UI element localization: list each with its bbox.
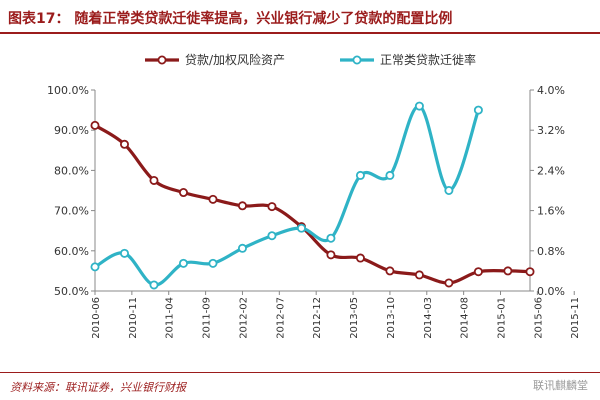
watermark: 联讯麒麟堂 <box>533 379 588 392</box>
source-bar: 资料来源：联讯证券，兴业银行财报 联讯麒麟堂 <box>0 372 600 400</box>
right-tick-label: 2.4% <box>537 164 565 177</box>
migration-rate-data-point <box>267 231 277 241</box>
x-tick-label: 2015-01 <box>497 297 508 339</box>
loan-ratio-data-point <box>385 266 395 276</box>
loan-ratio-data-point <box>178 188 188 198</box>
figure-title: 图表17： 随着正常类贷款迁徙率提高，兴业银行减少了贷款的配置比例 <box>8 11 453 27</box>
loan-ratio-data-point <box>119 139 129 149</box>
migration-rate-data-point <box>178 258 188 268</box>
left-tick-label: 70.0% <box>54 205 89 218</box>
source-note: 资料来源：联讯证券，兴业银行财报 <box>10 381 186 394</box>
right-tick-label: 0.0% <box>537 285 565 298</box>
migration-rate-legend-marker <box>352 55 362 65</box>
right-tick-label: 3.2% <box>537 124 565 137</box>
x-tick-label: 2014-03 <box>423 297 434 339</box>
migration-rate-data-point <box>385 170 395 180</box>
x-tick-label: 2013-10 <box>386 297 397 339</box>
loan-ratio-data-point <box>473 267 483 277</box>
loan-ratio-data-point <box>208 194 218 204</box>
x-tick-label: 2012-07 <box>275 297 286 339</box>
x-tick-label: 2010-11 <box>128 297 139 339</box>
loan-ratio-data-point <box>355 253 365 263</box>
left-tick-label: 50.0% <box>54 285 89 298</box>
loan-ratio-data-point <box>444 278 454 288</box>
right-tick-label: 0.8% <box>537 245 565 258</box>
left-tick-label: 100.0% <box>47 84 89 97</box>
chart-area: 100.0% 90.0% 80.0% 70.0% 60.0% 50.0% 4.0% 3.2% 2… <box>47 52 581 339</box>
migration-rate-series-line <box>94 104 480 287</box>
migration-rate-data-point <box>237 243 247 253</box>
x-tick-label: 2011-04 <box>165 297 176 339</box>
migration-rate-data-point <box>444 185 454 195</box>
loan-ratio-data-point <box>503 266 513 276</box>
loan-ratio-series-line <box>94 124 531 285</box>
migration-rate-data-point <box>149 280 159 290</box>
right-tick-label: 4.0% <box>537 84 565 97</box>
migration-rate-data-point <box>208 258 218 268</box>
migration-rate-data-point <box>296 223 306 233</box>
x-tick-label: 2015-06 <box>533 297 544 339</box>
migration-rate-data-point <box>119 248 129 258</box>
migration-rate-data-point <box>414 101 424 111</box>
left-tick-label: 80.0% <box>54 164 89 177</box>
loan-ratio-legend-marker <box>157 55 167 65</box>
migration-rate-legend-label: 正常类贷款迁徙率 <box>380 52 476 67</box>
loan-ratio-data-point <box>326 250 336 260</box>
loan-ratio-data-point <box>267 202 277 212</box>
loan-ratio-legend-label: 贷款/加权风险资产 <box>185 52 285 67</box>
loan-ratio-data-point <box>525 267 535 277</box>
x-tick-label: 2014-08 <box>460 297 471 339</box>
loan-ratio-data-point <box>149 175 159 185</box>
right-tick-label: 1.6% <box>537 205 565 218</box>
migration-rate-data-point <box>326 233 336 243</box>
left-tick-label: 90.0% <box>54 124 89 137</box>
x-tick-label: 2013-05 <box>349 297 360 339</box>
loan-ratio-data-point <box>414 270 424 280</box>
loan-ratio-data-point <box>90 120 100 130</box>
x-tick-label: 2011-09 <box>202 297 213 339</box>
migration-rate-data-point <box>90 262 100 272</box>
migration-rate-data-point <box>473 105 483 115</box>
loan-ratio-data-point <box>237 201 247 211</box>
x-tick-label: 2012-12 <box>312 297 323 339</box>
migration-rate-data-point <box>355 170 365 180</box>
x-tick-label: 2015-11 <box>570 297 581 339</box>
left-tick-label: 60.0% <box>54 245 89 258</box>
figure-title-bar: 图表17： 随着正常类贷款迁徙率提高，兴业银行减少了贷款的配置比例 <box>0 0 600 34</box>
x-tick-label: 2010-06 <box>91 297 102 339</box>
x-tick-label: 2012-02 <box>238 297 249 339</box>
